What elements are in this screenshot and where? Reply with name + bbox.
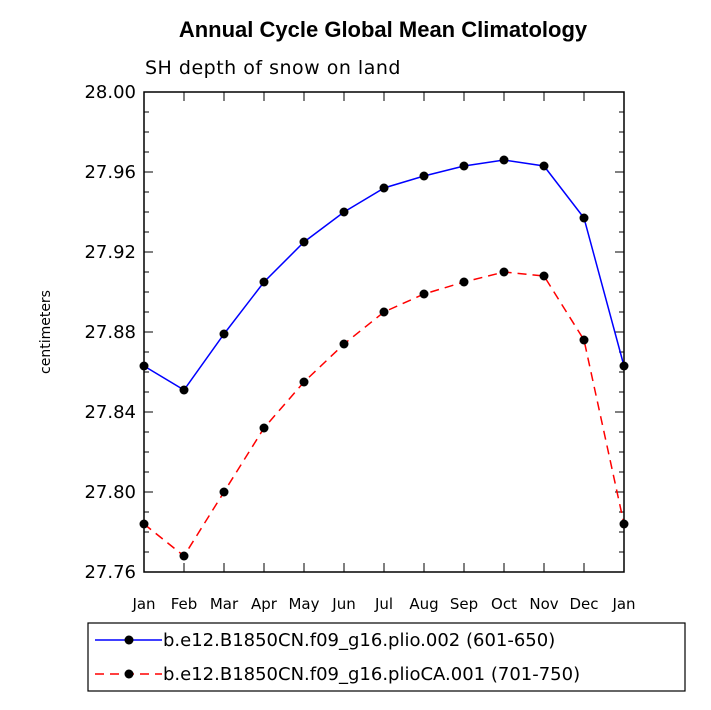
tick-marks xyxy=(143,91,625,573)
x-tick-label: Feb xyxy=(171,595,198,613)
series-1-point xyxy=(299,237,309,247)
series-1-point xyxy=(579,213,589,223)
series-2-point xyxy=(579,335,589,345)
series-1-point xyxy=(539,161,549,171)
legend-label-1: b.e12.B1850CN.f09_g16.plio.002 (601-650) xyxy=(163,630,555,651)
series-1-point xyxy=(459,161,469,171)
x-tick-labels: Jan Feb Mar Apr May Jun Jul Aug Sep Oct Nov Dec Jan xyxy=(131,595,635,613)
series-2-point xyxy=(259,423,269,433)
x-tick-label: Nov xyxy=(529,595,558,613)
legend-box xyxy=(87,622,686,692)
x-tick-label: Jan xyxy=(611,595,635,613)
legend-marker-1 xyxy=(124,635,134,645)
series-2-point xyxy=(339,339,349,349)
series-1-point xyxy=(339,207,349,217)
legend-label-2: b.e12.B1850CN.f09_g16.plioCA.001 (701-75… xyxy=(163,664,580,685)
series-2-point xyxy=(499,267,509,277)
series-2-point xyxy=(539,271,549,281)
x-tick-label: Oct xyxy=(491,595,517,613)
series-2-point xyxy=(179,551,189,561)
series-1-point xyxy=(379,183,389,193)
y-tick-label: 28.00 xyxy=(84,82,136,103)
y-tick-label: 27.92 xyxy=(84,242,136,263)
series-1-point xyxy=(419,171,429,181)
x-tick-label: Jul xyxy=(374,595,393,613)
y-tick-label: 27.76 xyxy=(84,562,136,583)
series-1-point xyxy=(259,277,269,287)
x-tick-label: Dec xyxy=(569,595,598,613)
y-tick-label: 27.80 xyxy=(84,482,136,503)
series-2-point xyxy=(299,377,309,387)
plot-frame xyxy=(143,91,625,573)
series-1-point xyxy=(499,155,509,165)
y-tick-label: 27.88 xyxy=(84,322,136,343)
series-1-point xyxy=(179,385,189,395)
series-2-point xyxy=(419,289,429,299)
series-2-point xyxy=(379,307,389,317)
y-tick-label: 27.84 xyxy=(84,402,136,423)
y-tick-labels: 27.76 27.80 27.84 27.88 27.92 27.96 28.00 xyxy=(84,82,136,583)
x-tick-label: Sep xyxy=(450,595,478,613)
chart-subtitle: SH depth of snow on land xyxy=(145,57,401,79)
x-tick-label: Aug xyxy=(409,595,438,613)
x-tick-label: Mar xyxy=(210,595,239,613)
y-axis-label: centimeters xyxy=(38,290,54,374)
x-tick-label: Jan xyxy=(131,595,155,613)
legend: b.e12.B1850CN.f09_g16.plio.002 (601-650)… xyxy=(87,622,686,692)
x-tick-label: May xyxy=(288,595,319,613)
x-tick-label: Apr xyxy=(251,595,278,613)
chart-title: Annual Cycle Global Mean Climatology xyxy=(179,17,588,42)
series-2-point xyxy=(219,487,229,497)
x-tick-label: Jun xyxy=(331,595,355,613)
legend-marker-2 xyxy=(124,669,134,679)
series-layer xyxy=(139,155,629,561)
series-line-1 xyxy=(143,159,625,391)
y-tick-label: 27.96 xyxy=(84,162,136,183)
series-1-point xyxy=(219,329,229,339)
series-2-point xyxy=(459,277,469,287)
